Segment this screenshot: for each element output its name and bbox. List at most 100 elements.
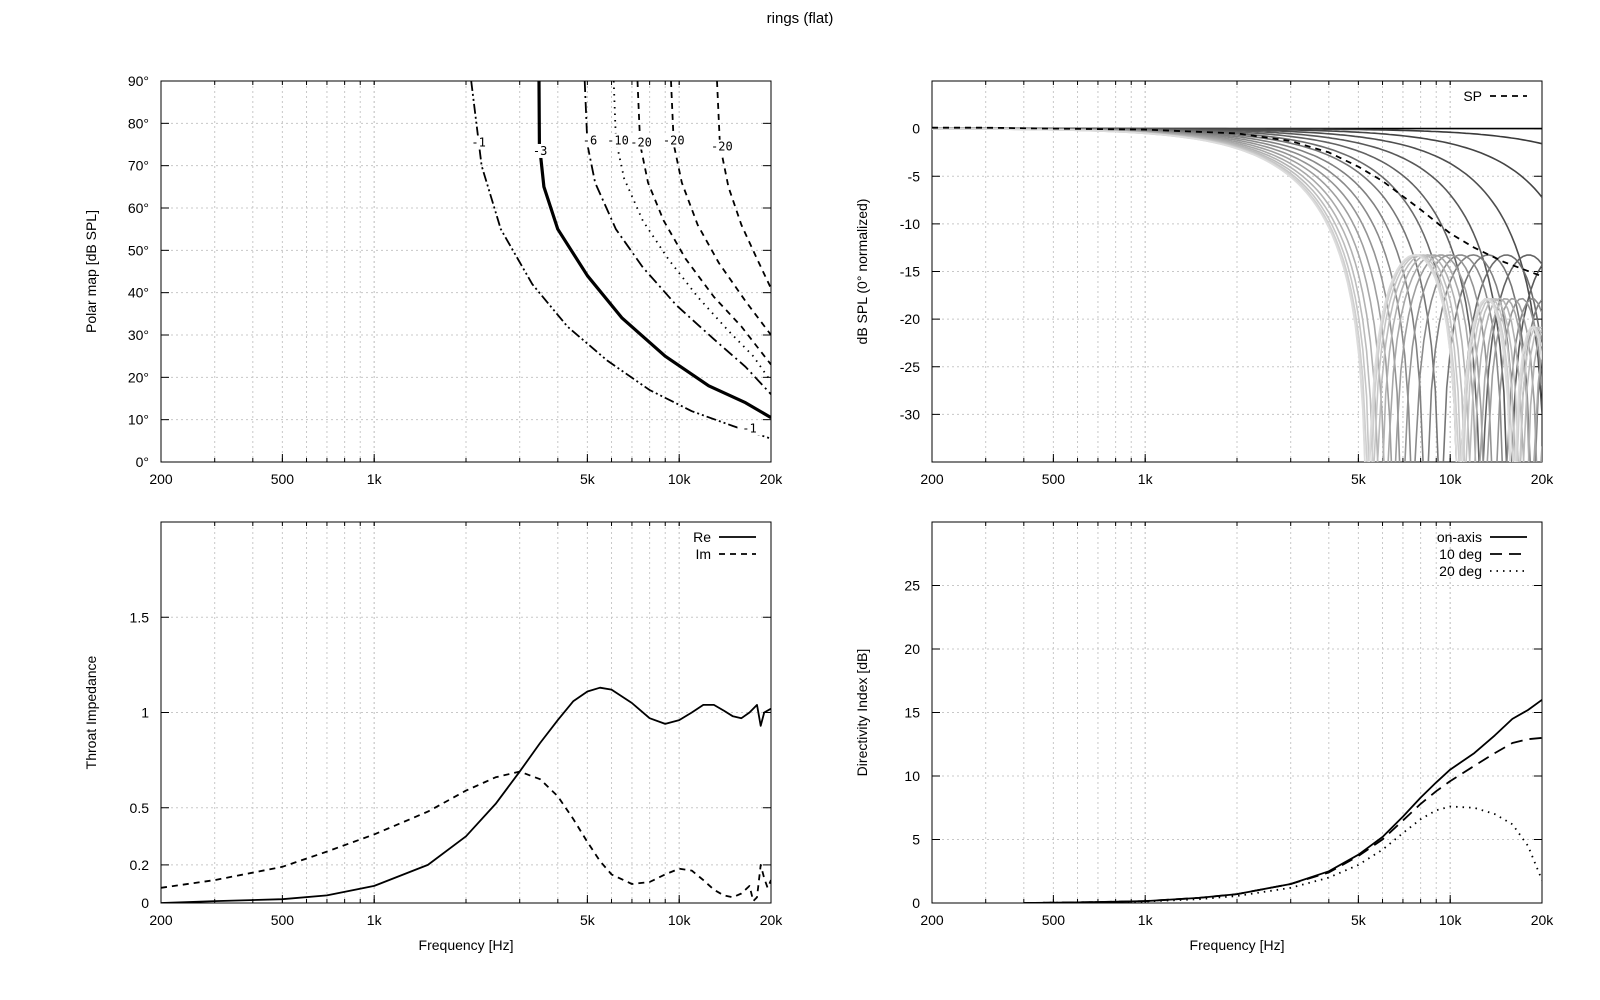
series-line-sp (932, 126, 1542, 278)
x-tick-label: 5k (1351, 471, 1367, 487)
spl-panel: 200 500 1k 5k 10k 20k 0 -5 -10 -15 -20 -25 -30 dB SPL… (854, 80, 1555, 487)
x-tick-label: 1k (1138, 912, 1154, 928)
contour-label-bg (629, 135, 654, 150)
contour-label-bg (528, 143, 553, 158)
x-tick-label: 500 (1042, 912, 1066, 928)
polar-map-panel: 200 500 1k 5k 10k 20k 0° 10° 20° 30° 40° 50° 60° 70° 8… (83, 73, 783, 487)
y-tick-label: 1.5 (130, 609, 150, 625)
series-line--6 (583, 81, 771, 395)
series-line-on-axis (1023, 699, 1542, 903)
x-tick-label: 1k (367, 471, 383, 487)
x-tick-label: 10k (1439, 471, 1463, 487)
y-tick-label: 0.5 (130, 800, 150, 816)
x-axis-label: Frequency [Hz] (419, 937, 514, 953)
y-axis-label: Polar map [dB SPL] (83, 210, 99, 333)
y-axis-label: Directivity Index [dB] (854, 649, 870, 777)
contour-label: -1 (471, 136, 485, 150)
y-tick-label: 20 (904, 641, 920, 657)
contour-label: -20 (663, 133, 685, 147)
contour-label: -1 (742, 421, 756, 435)
y-tick-label: 90° (128, 73, 149, 89)
contour-label: -6 (583, 133, 597, 147)
plot-frame (160, 80, 772, 463)
series-line--10 (612, 81, 771, 383)
x-tick-label: 5k (1351, 912, 1367, 928)
y-tick-label: -25 (900, 359, 920, 375)
legend-label: 20 deg (1439, 563, 1482, 579)
x-tick-label: 1k (1138, 471, 1154, 487)
series-line--3 (537, 81, 771, 419)
legend-label: on-axis (1437, 529, 1482, 545)
contour-label-bg (661, 133, 686, 148)
y-tick-label: -30 (900, 406, 920, 422)
series-line-re (161, 686, 771, 903)
x-tick-label: 500 (271, 471, 295, 487)
y-tick-label: 5 (912, 832, 920, 848)
x-tick-label: 10k (1439, 912, 1463, 928)
y-tick-label: 1 (141, 705, 149, 721)
x-tick-label: 500 (271, 912, 295, 928)
y-tick-label: 40° (128, 285, 149, 301)
contour-label-bg (709, 139, 734, 154)
x-tick-label: 200 (920, 912, 944, 928)
y-tick-label: 30° (128, 327, 149, 343)
figure-title: rings (flat) (767, 10, 834, 27)
y-tick-label: -20 (900, 311, 920, 327)
y-tick-label: 0 (141, 895, 149, 911)
x-tick-label: 10k (668, 471, 692, 487)
grid (931, 522, 1543, 904)
contour-label-bg (577, 133, 602, 148)
legend-label: Im (695, 546, 711, 562)
y-tick-label: 60° (128, 200, 149, 216)
y-tick-label: -5 (908, 168, 921, 184)
x-tick-label: 20k (760, 471, 784, 487)
y-tick-label: 0 (912, 895, 920, 911)
directivity-panel: 200 500 1k 5k 10k 20k 0 5 10 15 20 25 Directivity In… (854, 521, 1555, 953)
x-tick-label: 5k (580, 471, 596, 487)
x-tick-label: 10k (668, 912, 692, 928)
contour-label: -10 (607, 133, 629, 147)
y-tick-label: 0.2 (130, 857, 150, 873)
y-tick-label: 0° (136, 454, 149, 470)
legend-label: Re (693, 529, 711, 545)
contour-label-bg (466, 135, 491, 150)
x-tick-label: 20k (1531, 912, 1555, 928)
y-tick-label: 20° (128, 369, 149, 385)
x-tick-label: 200 (149, 471, 173, 487)
y-tick-label: 15 (904, 705, 920, 721)
legend: SP (1463, 88, 1527, 104)
y-tick-label: 70° (128, 158, 149, 174)
legend-label: 10 deg (1439, 546, 1482, 562)
series-line--20 (670, 81, 771, 336)
y-tick-label: -10 (900, 216, 920, 232)
x-tick-label: 5k (580, 912, 596, 928)
y-tick-label: 10° (128, 412, 149, 428)
x-tick-label: 500 (1042, 471, 1066, 487)
y-tick-label: 10 (904, 768, 920, 784)
x-tick-label: 200 (149, 912, 173, 928)
y-tick-label: -15 (900, 264, 920, 280)
y-tick-label: 80° (128, 115, 149, 131)
x-tick-label: 20k (1531, 471, 1555, 487)
contour-label: -20 (630, 136, 652, 150)
contour-label: -20 (711, 140, 733, 154)
contour-label-bg (737, 421, 762, 436)
contour-label-bg (605, 133, 630, 148)
series-line--20 (636, 81, 771, 366)
series-line-10-deg (1023, 737, 1542, 903)
y-axis-label: dB SPL (0° normalized) (854, 199, 870, 345)
x-tick-label: 20k (760, 912, 784, 928)
y-tick-label: 25 (904, 578, 920, 594)
legend-label: SP (1463, 88, 1482, 104)
series-line-im (161, 770, 771, 902)
x-axis-label: Frequency [Hz] (1190, 937, 1285, 953)
impedance-panel: 200 500 1k 5k 10k 20k 0 0.2 0.5 1 1.5 Throat Impeda… (83, 521, 784, 953)
y-tick-label: 50° (128, 242, 149, 258)
y-axis-label: Throat Impedance (83, 655, 99, 769)
series-line--20 (716, 81, 771, 289)
x-tick-label: 200 (920, 471, 944, 487)
series-line--1 (470, 81, 771, 440)
